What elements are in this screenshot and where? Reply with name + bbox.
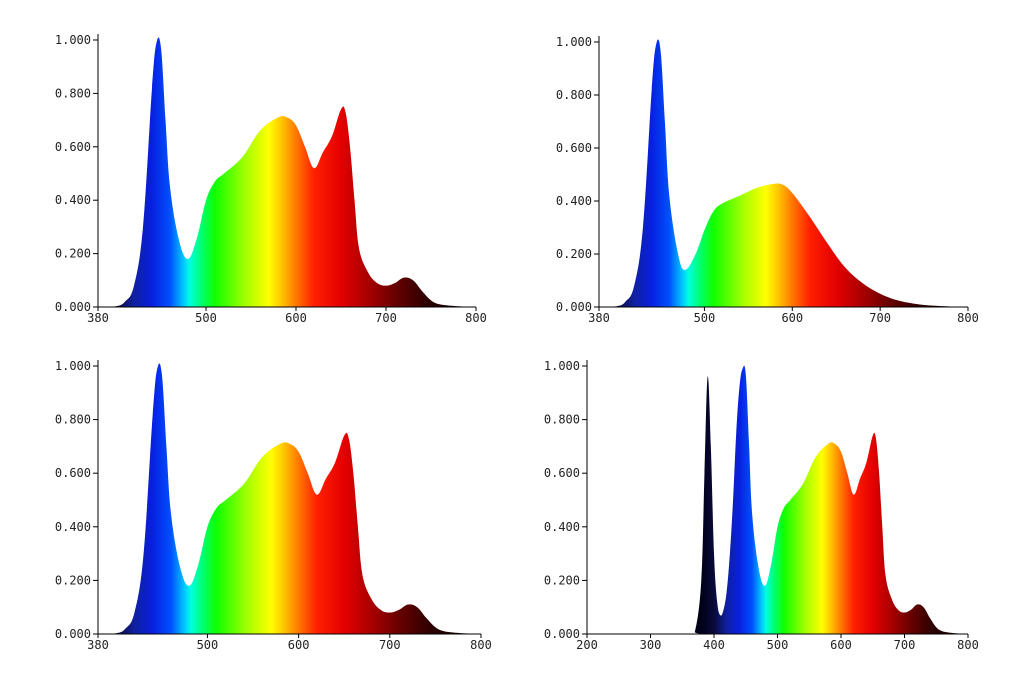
y-tick-label: 1.000 [544, 359, 580, 373]
spectrum-area [98, 37, 476, 307]
y-tick-label: 0.600 [55, 466, 91, 480]
y-tick-label: 0.600 [544, 466, 580, 480]
y-tick-label: 1.000 [55, 33, 91, 47]
x-tick-label: 380 [87, 311, 109, 325]
x-tick-label: 380 [588, 311, 610, 325]
y-tick-label: 0.800 [556, 88, 592, 102]
x-tick-label: 380 [87, 638, 109, 652]
x-tick-label: 300 [640, 638, 662, 652]
y-tick-label: 0.600 [55, 140, 91, 154]
x-tick-label: 700 [379, 638, 401, 652]
y-tick-label: 0.000 [55, 627, 91, 641]
x-tick-label: 700 [869, 311, 891, 325]
y-tick-label: 0.400 [544, 520, 580, 534]
y-tick-label: 0.000 [55, 300, 91, 314]
x-tick-label: 800 [957, 638, 979, 652]
x-tick-label: 600 [288, 638, 310, 652]
spectrum-chart-top-right: 0.000 0.200 0.400 0.600 0.800 1.000 380 500 600 7… [556, 35, 979, 325]
x-tick-label: 600 [285, 311, 307, 325]
y-tick-label: 0.400 [55, 520, 91, 534]
x-tick-label: 800 [465, 311, 487, 325]
y-tick-label: 0.400 [556, 194, 592, 208]
x-tick-label: 500 [195, 311, 217, 325]
x-tick-label: 700 [894, 638, 916, 652]
y-tick-label: 1.000 [556, 35, 592, 49]
y-tick-label: 0.200 [55, 247, 91, 261]
spectrum-chart-bottom-left: 0.000 0.200 0.400 0.600 0.800 1.000 380 500 600 7… [55, 359, 492, 652]
y-tick-label: 0.800 [55, 86, 91, 100]
y-tick-label: 0.800 [55, 413, 91, 427]
x-tick-label: 800 [957, 311, 979, 325]
y-tick-label: 0.800 [544, 413, 580, 427]
x-tick-label: 400 [703, 638, 725, 652]
x-tick-label: 600 [781, 311, 803, 325]
x-tick-label: 200 [576, 638, 598, 652]
y-tick-label: 0.000 [556, 300, 592, 314]
y-tick-label: 0.600 [556, 141, 592, 155]
x-tick-label: 800 [470, 638, 492, 652]
spectrum-chart-top-left: 0.000 0.200 0.400 0.600 0.800 1.000 380 500 600 7… [55, 33, 487, 325]
y-tick-label: 1.000 [55, 359, 91, 373]
spectrum-area [599, 39, 968, 308]
y-tick-label: 0.200 [55, 573, 91, 587]
x-tick-label: 600 [830, 638, 852, 652]
y-tick-label: 0.000 [544, 627, 580, 641]
spectrum-area [587, 365, 968, 634]
spectrum-area [98, 363, 481, 634]
y-tick-label: 0.200 [544, 573, 580, 587]
x-tick-label: 500 [197, 638, 219, 652]
y-tick-label: 0.200 [556, 247, 592, 261]
y-tick-label: 0.400 [55, 193, 91, 207]
x-tick-label: 500 [694, 311, 716, 325]
spectrum-chart-bottom-right: 0.000 0.200 0.400 0.600 0.800 1.000 200 300 400 5… [544, 359, 979, 652]
x-tick-label: 700 [375, 311, 397, 325]
x-tick-label: 500 [767, 638, 789, 652]
